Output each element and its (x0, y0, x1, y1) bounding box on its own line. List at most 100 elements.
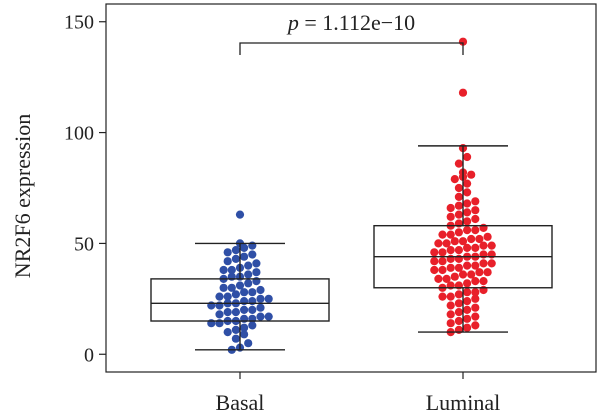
y-axis-title: NR2F6 expression (10, 114, 35, 278)
data-point-luminal (430, 265, 439, 275)
data-point-luminal (463, 179, 472, 188)
data-point-luminal (430, 248, 439, 257)
data-point-basal (240, 288, 249, 297)
data-point-luminal (454, 308, 463, 317)
data-point-luminal (463, 199, 472, 208)
data-point-luminal (471, 197, 480, 206)
data-point-basal (252, 259, 261, 268)
data-point-luminal (454, 263, 463, 272)
data-point-luminal (475, 234, 484, 244)
data-point-luminal (454, 246, 463, 255)
data-point-luminal (471, 261, 480, 270)
data-point-luminal (438, 265, 447, 275)
data-point-luminal (446, 263, 455, 272)
data-point-basal (231, 308, 240, 317)
data-point-luminal (471, 226, 480, 235)
data-point-luminal (438, 230, 447, 239)
data-point-luminal (471, 243, 480, 252)
data-point-luminal (446, 319, 455, 328)
data-point-basal (231, 290, 240, 299)
data-point-basal (223, 292, 232, 301)
data-point-luminal (454, 228, 463, 237)
data-point-basal (244, 270, 253, 279)
data-point-luminal (438, 292, 447, 301)
data-point-luminal (483, 232, 492, 241)
data-point-luminal (471, 312, 480, 321)
data-point-luminal (475, 268, 484, 277)
data-point-basal (244, 339, 253, 348)
data-point-luminal (483, 268, 492, 277)
data-point-basal (231, 325, 240, 334)
data-point-basal (215, 292, 224, 301)
data-point-luminal (454, 299, 463, 308)
data-point-basal (248, 305, 257, 314)
data-point-luminal (487, 241, 496, 250)
data-point-basal (223, 328, 232, 337)
data-point-basal (219, 265, 228, 275)
plot-area: 0 50 100 150 Basal Luminal (64, 3, 597, 415)
data-point-basal (264, 294, 273, 303)
data-point-luminal (463, 279, 472, 288)
data-point-basal (240, 330, 249, 339)
data-point-luminal (463, 243, 472, 252)
data-point-basal (256, 312, 265, 321)
data-point-luminal (458, 88, 468, 97)
data-point-basal (244, 279, 253, 288)
data-point-luminal (454, 210, 463, 219)
data-point-luminal (446, 292, 455, 301)
data-point-luminal (463, 217, 472, 226)
p-symbol: p (286, 10, 299, 35)
data-point-basal (231, 334, 240, 343)
data-point-luminal (430, 257, 439, 266)
data-point-basal (264, 312, 273, 321)
data-point-luminal (446, 301, 455, 310)
p-value-text: = 1.112e−10 (299, 10, 415, 35)
x-tick-label-basal: Basal (216, 390, 265, 415)
data-point-basal (240, 305, 249, 314)
data-point-basal (240, 323, 249, 332)
data-point-luminal (450, 237, 459, 246)
data-point-basal (227, 283, 236, 292)
data-point-luminal (450, 175, 459, 184)
data-point-luminal (463, 188, 472, 197)
data-point-basal (223, 248, 232, 257)
data-point-luminal (434, 274, 443, 283)
data-point-luminal (479, 259, 488, 268)
data-point-luminal (463, 323, 472, 332)
data-point-luminal (487, 259, 496, 268)
data-point-luminal (438, 248, 447, 257)
data-point-basal (248, 250, 257, 259)
data-point-luminal (471, 321, 480, 330)
data-point-luminal (450, 272, 459, 281)
data-point-luminal (467, 170, 476, 179)
data-point-luminal (446, 230, 455, 239)
data-point-luminal (471, 288, 480, 297)
data-point-basal (256, 303, 265, 312)
data-point-basal (248, 321, 257, 330)
data-point-luminal (463, 208, 472, 217)
data-point-basal (231, 254, 240, 263)
data-point-luminal (463, 152, 472, 162)
data-point-luminal (454, 290, 463, 299)
data-point-luminal (454, 183, 463, 193)
data-point-luminal (446, 246, 455, 255)
data-point-luminal (471, 206, 480, 215)
y-tick-label: 0 (84, 344, 94, 366)
data-point-basal (223, 308, 232, 317)
data-point-basal (252, 268, 261, 277)
data-point-luminal (463, 314, 472, 323)
data-point-luminal (471, 294, 480, 303)
x-tick-label-luminal: Luminal (426, 390, 501, 415)
data-point-basal (256, 285, 265, 295)
data-point-basal (219, 283, 228, 292)
p-value-label: p = 1.112e−10 (286, 10, 415, 35)
data-point-luminal (463, 288, 472, 297)
data-point-luminal (454, 316, 463, 326)
data-point-luminal (479, 241, 488, 250)
data-point-luminal (454, 192, 463, 201)
data-point-luminal (458, 37, 468, 46)
y-tick-label: 100 (64, 123, 94, 145)
y-tick-label: 50 (74, 233, 94, 255)
y-tick-label: 150 (64, 12, 94, 34)
data-point-basal (240, 252, 249, 261)
